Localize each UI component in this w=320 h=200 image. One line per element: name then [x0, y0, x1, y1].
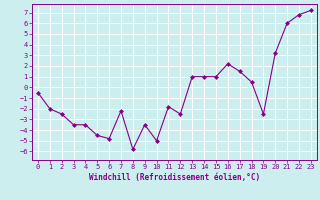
- X-axis label: Windchill (Refroidissement éolien,°C): Windchill (Refroidissement éolien,°C): [89, 173, 260, 182]
